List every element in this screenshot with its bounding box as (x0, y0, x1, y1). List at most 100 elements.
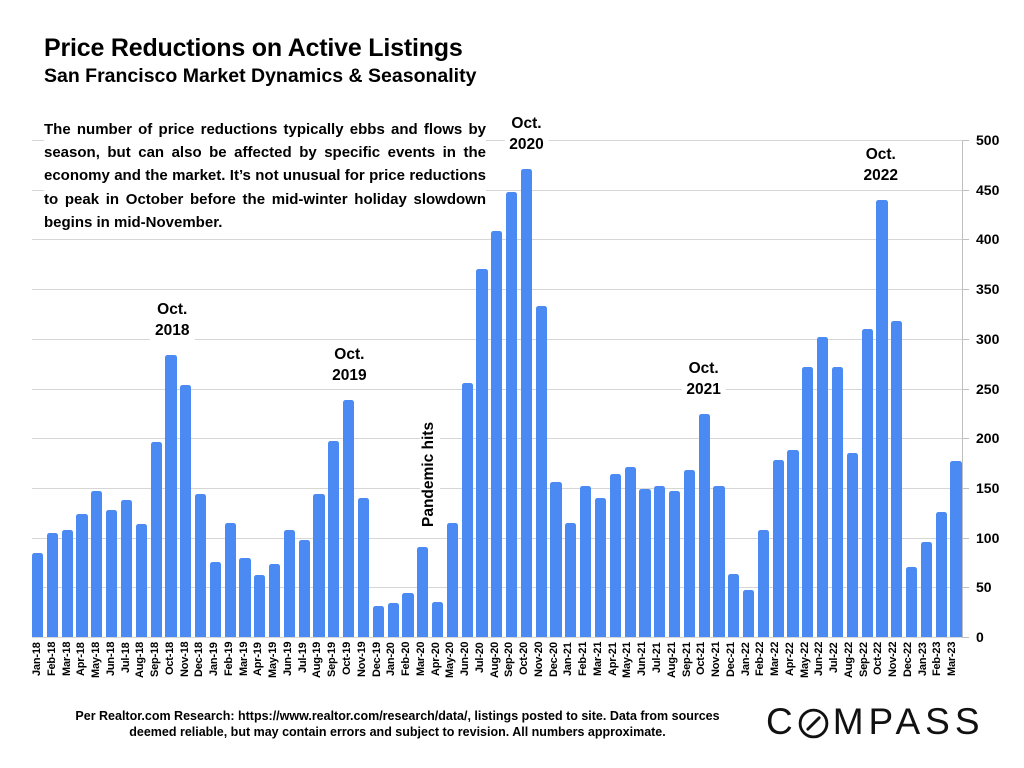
annotation-oct-2020: Oct. 2020 (504, 112, 549, 155)
bar-Nov-21 (713, 485, 725, 637)
bar-Jul-22 (831, 366, 844, 637)
annotation-oct-2022: Oct. 2022 (858, 143, 904, 186)
bar-Jun-18 (106, 509, 118, 637)
logo-letters-mpass: MPASS (832, 701, 985, 742)
logo-letter-c: C (766, 701, 798, 742)
description: The number of price reductions typically… (44, 118, 486, 235)
y-axis-label-100: 100 (976, 529, 1000, 546)
bar-Jul-18 (120, 499, 133, 637)
bar-Dec-19 (372, 606, 384, 637)
bar-Jan-23 (920, 541, 932, 637)
bar-Nov-20 (535, 306, 547, 637)
bar-Mar-23 (950, 461, 962, 637)
y-tick-350 (962, 289, 969, 291)
annotation-oct-2018: Oct. 2018 (149, 298, 195, 341)
bar-Sep-20 (506, 191, 518, 637)
bar-Jun-21 (639, 488, 651, 637)
bar-Feb-18 (46, 532, 59, 637)
annotation-pandemic-hits: Pandemic hits (420, 416, 441, 527)
bar-Jun-19 (283, 529, 296, 637)
bar-Dec-18 (194, 493, 207, 637)
bar-Feb-20 (402, 593, 414, 637)
bar-Jan-21 (565, 522, 577, 637)
bar-Oct-20 (520, 168, 533, 637)
gridline-0 (32, 637, 962, 638)
y-tick-150 (962, 487, 969, 489)
bar-Oct-18 (165, 354, 177, 637)
y-tick-0 (962, 637, 969, 638)
y-tick-100 (962, 537, 969, 539)
bar-Sep-18 (150, 442, 162, 637)
bar-Jan-20 (387, 603, 399, 637)
bar-Aug-22 (846, 453, 858, 637)
y-tick-250 (962, 388, 969, 390)
x-axis-labels: Jan-18 Feb-18 Mar-18 Apr-18 May-18 Jun-18 Jul-… (31, 642, 962, 698)
compass-logo: C MPASS (766, 699, 985, 745)
bar-Oct-22 (876, 199, 888, 637)
page-subtitle: San Francisco Market Dynamics & Seasonal… (44, 65, 477, 87)
bar-May-20 (446, 522, 458, 637)
bar-Sep-22 (861, 328, 873, 637)
annotation-oct-2021: Oct. 2021 (681, 358, 726, 401)
bar-Dec-21 (728, 574, 740, 637)
y-axis-label-250: 250 (976, 380, 1000, 397)
y-axis-label-350: 350 (976, 281, 1000, 298)
bar-May-21 (624, 467, 636, 637)
y-axis-label-50: 50 (976, 579, 992, 596)
bar-May-22 (802, 366, 814, 637)
bar-Jul-19 (298, 539, 310, 637)
bar-series (32, 140, 962, 637)
x-axis-label-Aug-21: Aug-21 (665, 642, 678, 679)
compass-o-icon (798, 708, 829, 738)
bar-Apr-22 (787, 450, 799, 637)
y-tick-50 (962, 587, 969, 589)
annotation-oct-2019: Oct. 2019 (327, 344, 372, 387)
x-axis-label-Mar-23: Mar-23 (946, 642, 959, 677)
bar-Jan-19 (209, 562, 221, 637)
page-title: Price Reductions on Active Listings (44, 34, 463, 62)
bar-Feb-21 (580, 485, 592, 637)
bar-Feb-23 (935, 511, 947, 637)
y-tick-400 (962, 239, 969, 241)
bar-Mar-18 (61, 529, 73, 637)
bar-Nov-18 (180, 384, 192, 637)
bar-Feb-22 (757, 529, 770, 637)
x-axis-label-Feb-18: Feb-18 (45, 642, 58, 677)
bar-Mar-22 (772, 460, 784, 637)
bar-Feb-19 (224, 522, 236, 637)
bar-Mar-19 (239, 558, 251, 637)
bar-Jun-20 (461, 382, 473, 637)
gridline-500 (32, 140, 962, 141)
bar-Oct-21 (698, 414, 710, 637)
bar-Mar-20 (417, 546, 429, 637)
bar-May-19 (269, 564, 281, 637)
y-tick-450 (962, 189, 969, 191)
x-axis-label-Nov-19: Nov-19 (355, 642, 368, 678)
bar-Nov-19 (357, 497, 370, 637)
y-axis-label-150: 150 (976, 479, 1000, 496)
bar-Apr-19 (254, 575, 266, 637)
bar-Mar-21 (594, 497, 607, 637)
bar-Sep-19 (328, 441, 340, 637)
y-tick-500 (962, 140, 969, 141)
y-axis-label-400: 400 (976, 231, 1000, 248)
bar-Aug-19 (313, 493, 325, 637)
bar-Aug-18 (135, 523, 147, 637)
bar-Jul-21 (654, 485, 666, 637)
y-tick-300 (962, 338, 969, 340)
y-axis-label-300: 300 (976, 330, 1000, 347)
bar-Jan-22 (743, 590, 755, 637)
bar-Aug-20 (491, 231, 503, 637)
bar-Jun-22 (817, 336, 829, 637)
bar-Jan-18 (32, 552, 44, 637)
bar-Nov-22 (891, 320, 903, 637)
bar-Dec-20 (550, 481, 562, 637)
bar-May-18 (91, 490, 103, 637)
bar-Apr-20 (431, 602, 444, 637)
y-axis-label-500: 500 (976, 132, 1000, 148)
bar-Oct-19 (343, 400, 355, 637)
bar-Jul-20 (476, 269, 488, 637)
y-axis-label-0: 0 (976, 629, 984, 645)
bar-Sep-21 (683, 470, 695, 637)
